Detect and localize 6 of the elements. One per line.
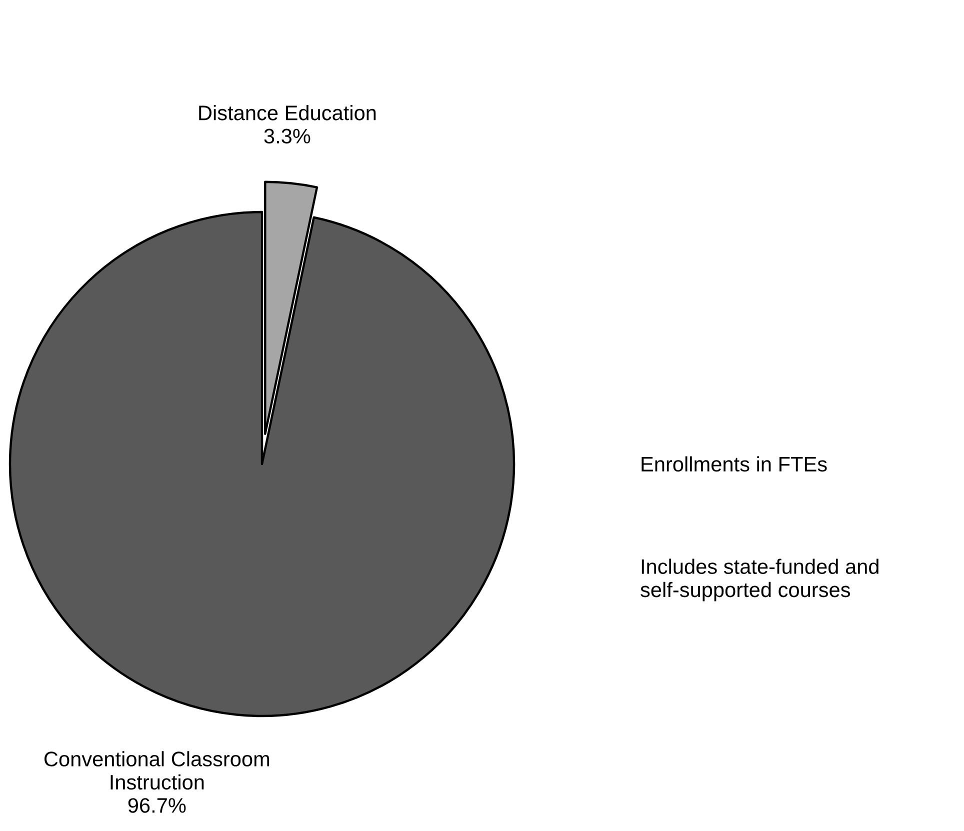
data-label: 96.7% [128,798,186,813]
text: Enrollments in FTEs [642,456,827,472]
data-label: 3.3% [264,128,310,144]
slice-label: Conventional Classroom Instruction [44,751,270,790]
text: Includes state-funded and self-supported courses [640,558,878,602]
slice-label: Distance Education [199,105,376,120]
